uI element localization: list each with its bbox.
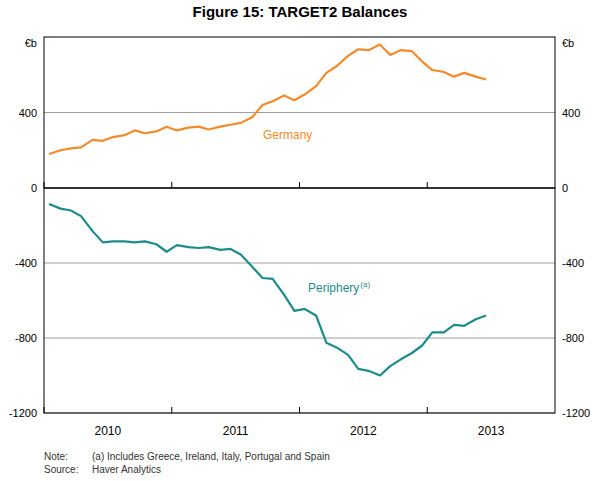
axis-label: €b [25, 37, 37, 49]
series-label: Germany [263, 128, 312, 142]
series-label: Periphery [308, 281, 359, 295]
x-tick-label: 2011 [223, 424, 249, 438]
plot-area [49, 45, 486, 154]
y-tick-label: -1200 [562, 407, 590, 419]
series-line [49, 204, 486, 376]
y-tick-label: -800 [15, 332, 37, 344]
grid-line [44, 263, 555, 264]
x-tick [299, 182, 300, 188]
x-tick [427, 407, 428, 413]
y-tick-label: 0 [562, 182, 568, 194]
grid-line [44, 338, 555, 339]
plot-frame [44, 37, 555, 188]
plot-frame [44, 188, 555, 413]
x-tick [171, 407, 172, 413]
axis-label: €b [562, 37, 574, 49]
note-label: Source: [44, 464, 78, 475]
note-label: Note: [44, 451, 68, 462]
title: Figure 15: TARGET2 Balances [193, 3, 408, 20]
x-tick-label: 2012 [350, 424, 377, 438]
x-tick-label: 2013 [478, 424, 505, 438]
y-tick-label: -800 [562, 332, 584, 344]
x-tick-label: 2010 [95, 424, 122, 438]
y-tick-label: 400 [19, 107, 37, 119]
y-tick-label: -400 [15, 257, 37, 269]
y-tick-label: -1200 [9, 407, 37, 419]
x-tick [427, 182, 428, 188]
x-tick [299, 407, 300, 413]
plot-area [49, 204, 486, 376]
note-text: (a) Includes Greece, Ireland, Italy, Por… [92, 451, 330, 462]
y-tick-label: 400 [562, 107, 580, 119]
x-tick [171, 182, 172, 188]
series-footnote: (a) [360, 280, 370, 289]
y-tick-label: -400 [562, 257, 584, 269]
grid-line [44, 112, 555, 113]
series-line [49, 45, 486, 154]
y-tick-label: 0 [31, 182, 37, 194]
chart: Figure 15: TARGET2 Balances 0 0 400 400 €b €b G… [0, 0, 600, 481]
note-text: Haver Analytics [92, 464, 161, 475]
